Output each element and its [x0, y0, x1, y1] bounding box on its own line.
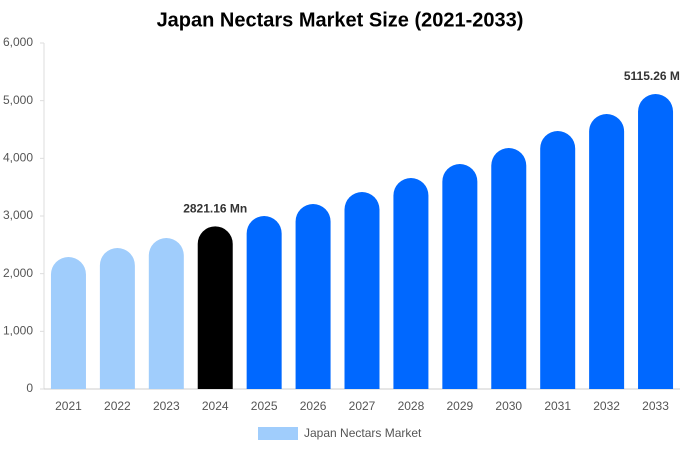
bar — [638, 94, 674, 389]
y-tick-label: 1,000 — [3, 324, 33, 338]
chart-title: Japan Nectars Market Size (2021-2033) — [157, 9, 524, 31]
x-tick-label: 2031 — [544, 399, 571, 413]
y-tick-label: 4,000 — [3, 151, 33, 165]
x-tick-label: 2023 — [153, 399, 180, 413]
x-tick-label: 2028 — [398, 399, 425, 413]
x-tick-label: 2033 — [642, 399, 669, 413]
bar — [589, 113, 625, 389]
bar — [197, 226, 233, 389]
bar — [246, 216, 282, 389]
legend-swatch — [258, 427, 298, 440]
bar — [99, 248, 135, 389]
y-tick-label: 0 — [26, 381, 33, 395]
y-tick-label: 6,000 — [3, 35, 33, 49]
x-tick-label: 2022 — [104, 399, 131, 413]
x-tick-label: 2030 — [495, 399, 522, 413]
x-tick-label: 2029 — [446, 399, 473, 413]
bar — [50, 257, 86, 389]
y-tick-label: 2,000 — [3, 266, 33, 280]
x-tick-label: 2027 — [349, 399, 376, 413]
y-tick-label: 5,000 — [3, 93, 33, 107]
bar — [148, 238, 184, 389]
bar — [295, 204, 331, 389]
bar — [393, 177, 429, 389]
legend-label: Japan Nectars Market — [304, 426, 422, 440]
bar — [491, 148, 527, 389]
bar — [442, 163, 478, 389]
x-tick-label: 2021 — [55, 399, 82, 413]
x-tick-label: 2026 — [300, 399, 327, 413]
x-tick-label: 2025 — [251, 399, 278, 413]
value-label: 2821.16 Mn — [183, 201, 247, 215]
y-tick-label: 3,000 — [3, 208, 33, 222]
bar — [344, 192, 380, 389]
x-tick-label: 2024 — [202, 399, 229, 413]
value-label: 5115.26 Mn — [624, 69, 680, 83]
x-tick-label: 2032 — [593, 399, 620, 413]
bar — [540, 130, 576, 389]
